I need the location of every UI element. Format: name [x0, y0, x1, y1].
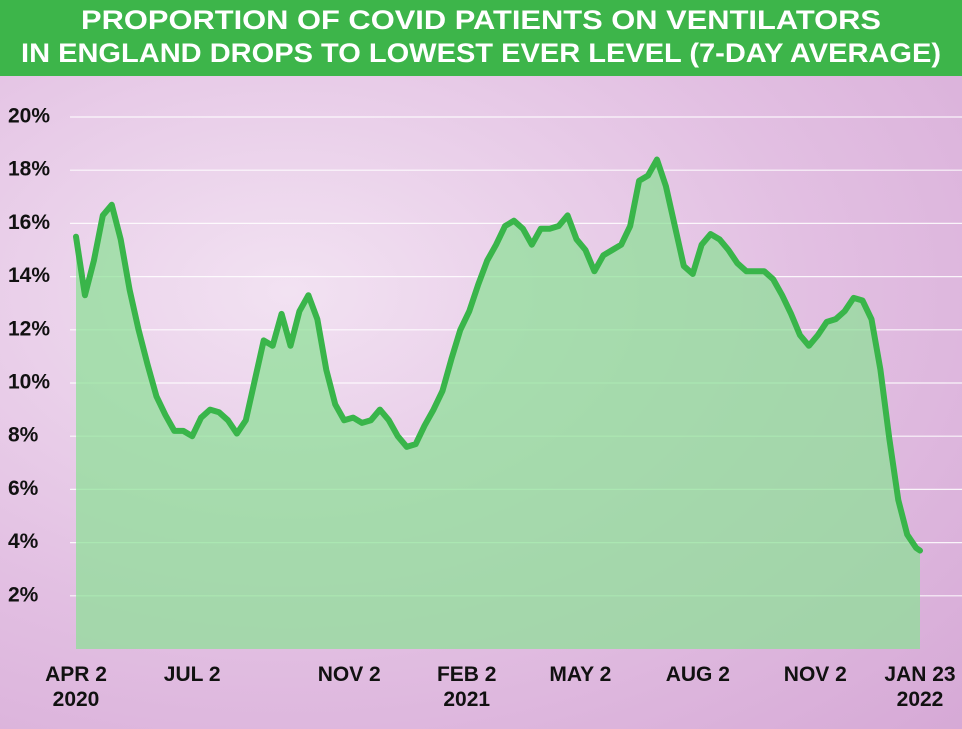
y-tick-label: 18% — [8, 158, 50, 181]
title-banner — [0, 0, 962, 76]
x-tick-label: JUL 2 — [163, 663, 221, 686]
x-tick-label: APR 2 2020 — [45, 663, 107, 711]
x-tick-label: AUG 2 — [665, 663, 730, 686]
chart-title: IN ENGLAND DROPS TO LOWEST EVER LEVEL (7… — [21, 38, 941, 68]
area-fill — [76, 159, 920, 649]
y-tick-label: 8% — [8, 424, 39, 447]
x-tick-label: NOV 2 — [783, 663, 847, 686]
x-tick-label: JAN 23 2022 — [884, 663, 956, 711]
y-tick-label: 16% — [8, 211, 50, 234]
y-tick-label: 20% — [8, 105, 50, 128]
y-tick-label: 4% — [8, 530, 39, 553]
x-tick-label: FEB 2 2021 — [436, 663, 497, 711]
x-tick-label: MAY 2 — [549, 663, 612, 686]
line — [73, 156, 923, 554]
chart-title: PROPORTION OF COVID PATIENTS ON VENTILAT… — [81, 5, 881, 35]
y-tick-label: 10% — [8, 371, 50, 394]
y-tick-label: 6% — [8, 477, 39, 500]
x-tick-label: NOV 2 — [317, 663, 381, 686]
y-tick-label: 14% — [8, 264, 50, 287]
y-tick-label: 2% — [8, 583, 39, 606]
y-tick-label: 12% — [8, 317, 50, 340]
